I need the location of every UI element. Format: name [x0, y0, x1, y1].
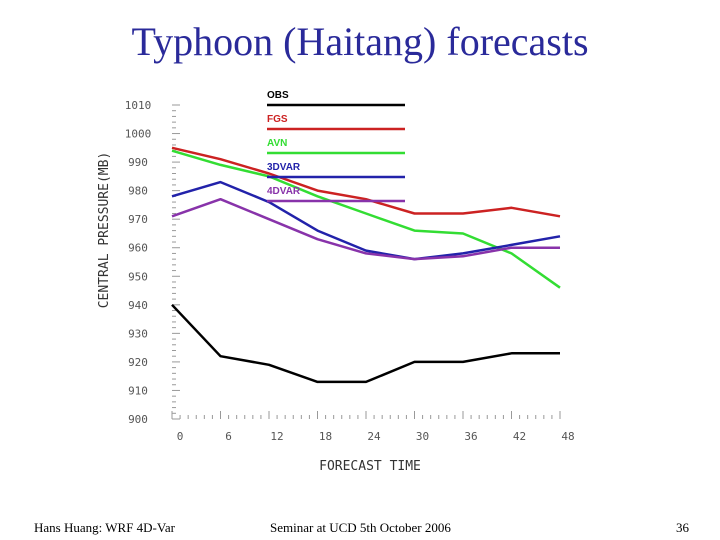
x-tick-label: 30 — [416, 430, 429, 443]
series-line-3dvar — [171, 180, 561, 261]
y-tick-label: 910 — [128, 384, 148, 397]
x-tick-label: 36 — [464, 430, 477, 443]
y-tick-label: 980 — [128, 185, 148, 198]
x-tick-label: 12 — [270, 430, 283, 443]
y-tick-label: 930 — [128, 327, 148, 340]
x-tick-label: 18 — [319, 430, 332, 443]
axis-ticks: 900 910 920 930 940 950 960 970 980 990 1000 1010 0 6… — [125, 99, 575, 443]
x-tick-label: 6 — [225, 430, 232, 443]
legend-label-avn: AVN — [267, 138, 287, 149]
x-tick-label: 0 — [177, 430, 184, 443]
legend-label-4dvar: 4DVAR — [267, 186, 301, 197]
series-line-obs — [171, 303, 560, 384]
series-line-4dvar — [171, 197, 560, 261]
x-axis-title: FORECAST TIME — [319, 459, 421, 474]
y-tick-label: 900 — [128, 413, 148, 426]
legend-label-fgs: FGS — [267, 114, 288, 125]
series-line-avn — [171, 149, 561, 289]
y-tick-label: 1000 — [125, 128, 152, 141]
footer-event: Seminar at UCD 5th October 2006 — [270, 520, 451, 535]
footer-author: Hans Huang: WRF 4D-Var — [34, 520, 175, 535]
series-lines — [171, 146, 561, 384]
y-tick-label: 960 — [128, 242, 148, 255]
slide-title: Typhoon (Haitang) forecasts — [131, 19, 589, 64]
y-axis-title: CENTRAL PRESSURE(MB) — [97, 152, 112, 309]
page-number: 36 — [676, 520, 689, 535]
x-tick-label: 48 — [561, 430, 574, 443]
series-line-fgs — [171, 146, 561, 218]
y-tick-label: 1010 — [125, 99, 152, 112]
legend: OBS FGS AVN 3DVAR 4DVAR — [267, 90, 405, 203]
y-tick-label: 950 — [128, 270, 148, 283]
y-tick-label: 990 — [128, 156, 148, 169]
x-tick-label: 42 — [513, 430, 526, 443]
y-tick-label: 920 — [128, 356, 148, 369]
y-tick-label: 940 — [128, 299, 148, 312]
legend-label-obs: OBS — [267, 90, 289, 101]
y-tick-label: 970 — [128, 213, 148, 226]
x-tick-label: 24 — [367, 430, 381, 443]
legend-label-3dvar: 3DVAR — [267, 162, 301, 173]
